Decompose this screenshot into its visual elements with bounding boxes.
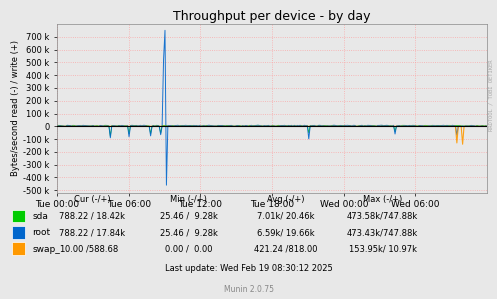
Text: 473.43k/747.88k: 473.43k/747.88k [347,228,418,237]
Y-axis label: Bytes/second read (-) / write (+): Bytes/second read (-) / write (+) [11,40,20,176]
Text: Cur (-/+): Cur (-/+) [74,195,110,204]
Text: 788.22 / 17.84k: 788.22 / 17.84k [59,228,125,237]
Text: Munin 2.0.75: Munin 2.0.75 [224,285,273,294]
Text: 25.46 /  9.28k: 25.46 / 9.28k [160,212,218,221]
Text: 421.24 /818.00: 421.24 /818.00 [254,245,318,254]
Text: 788.22 / 18.42k: 788.22 / 18.42k [59,212,125,221]
Text: root: root [32,228,50,237]
Text: 0.00 /588.68: 0.00 /588.68 [65,245,119,254]
Text: 473.58k/747.88k: 473.58k/747.88k [347,212,418,221]
Text: Max (-/+): Max (-/+) [363,195,402,204]
Text: 153.95k/ 10.97k: 153.95k/ 10.97k [349,245,416,254]
Title: Throughput per device - by day: Throughput per device - by day [173,10,371,23]
Text: 7.01k/ 20.46k: 7.01k/ 20.46k [257,212,315,221]
Text: sda: sda [32,212,48,221]
Text: 0.00 /  0.00: 0.00 / 0.00 [165,245,213,254]
Text: Last update: Wed Feb 19 08:30:12 2025: Last update: Wed Feb 19 08:30:12 2025 [165,264,332,273]
Text: swap_1: swap_1 [32,245,66,254]
Text: 6.59k/ 19.66k: 6.59k/ 19.66k [257,228,315,237]
Text: Min (-/+): Min (-/+) [170,195,207,204]
Text: Avg (-/+): Avg (-/+) [267,195,305,204]
Text: RRDTOOL / TOBI OETIKER: RRDTOOL / TOBI OETIKER [489,60,494,132]
Text: 25.46 /  9.28k: 25.46 / 9.28k [160,228,218,237]
